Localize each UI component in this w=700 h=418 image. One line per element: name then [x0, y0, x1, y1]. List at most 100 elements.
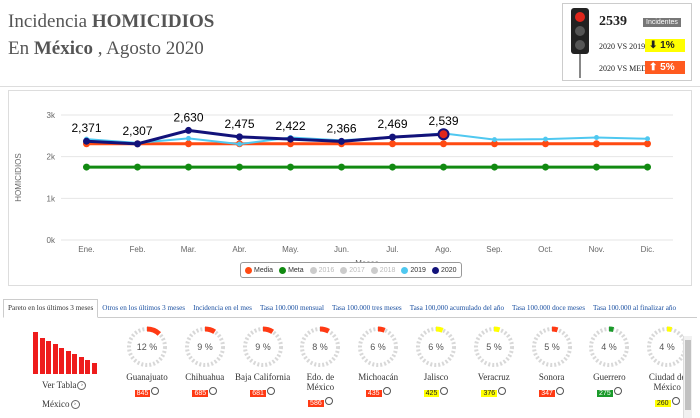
legend-item-meta[interactable]: Meta — [279, 266, 304, 274]
arrow-down-icon: ⬇ — [649, 40, 658, 51]
data-label-2020: 2,539 — [428, 114, 458, 128]
data-point-2019[interactable] — [492, 137, 497, 143]
kpi-panel: 2539 Incidentes 2020 VS 2019 ⬇ 1% 2020 V… — [562, 3, 692, 81]
data-point-meta[interactable] — [134, 163, 141, 171]
detail-circle-icon[interactable] — [555, 387, 564, 396]
data-point-media[interactable] — [542, 140, 549, 148]
legend-item-2019[interactable]: 2019 — [401, 266, 426, 274]
y-tick-label: 1k — [47, 194, 56, 203]
tab-3[interactable]: Tasa 100.000 mensual — [259, 304, 324, 312]
pareto-bar — [52, 344, 58, 374]
x-tick-label: Abr. — [232, 245, 246, 254]
tab-5[interactable]: Tasa 100,000 acumulado del año — [409, 304, 505, 312]
data-point-meta[interactable] — [644, 163, 651, 171]
legend-item-media[interactable]: Media — [245, 266, 273, 274]
panel-scrollbar[interactable] — [683, 336, 692, 418]
data-point-media[interactable] — [389, 140, 396, 148]
donut-percent: 5 % — [544, 342, 560, 352]
state-count: 586 — [308, 400, 324, 407]
tab-6[interactable]: Tasa 100.000 doce meses — [512, 304, 585, 312]
data-point-2020[interactable] — [389, 133, 396, 141]
kpi-badge: Incidentes — [643, 18, 681, 27]
state-count-row: 685 — [177, 382, 233, 400]
state-card[interactable]: 8 % Edo. de México 586 — [292, 324, 348, 410]
state-card[interactable]: 4 % Guerrero 275 — [581, 324, 637, 400]
detail-circle-icon[interactable] — [209, 387, 218, 396]
data-point-2020[interactable] — [185, 126, 192, 134]
tab-7[interactable]: Tasa 100.000 al finalizar año — [593, 304, 677, 312]
tab-0[interactable]: Pareto en los últimos 3 meses — [3, 299, 99, 318]
data-point-meta[interactable] — [440, 163, 447, 171]
data-point-2019[interactable] — [186, 135, 191, 141]
state-card[interactable]: 6 % Jalisco 425 — [408, 324, 464, 400]
data-point-2019[interactable] — [543, 136, 548, 142]
data-point-meta[interactable] — [236, 163, 243, 171]
legend-marker-icon — [309, 266, 317, 274]
tab-1[interactable]: Otros en los últimos 3 meses — [102, 304, 186, 312]
tab-2[interactable]: Incidencia en el mes — [193, 304, 252, 312]
data-point-media[interactable] — [185, 140, 192, 148]
data-point-meta[interactable] — [185, 163, 192, 171]
ver-tabla-link[interactable]: Ver Tabla › — [42, 380, 87, 391]
detail-circle-icon[interactable] — [671, 397, 680, 406]
data-point-meta[interactable] — [491, 163, 498, 171]
data-point-meta[interactable] — [542, 163, 549, 171]
x-tick-label: Mar. — [181, 245, 197, 254]
state-card[interactable]: 9 % Chihuahua 685 — [177, 324, 233, 400]
mexico-link[interactable]: México › — [42, 399, 80, 410]
title-prefix: Incidencia — [8, 11, 92, 32]
state-count: 685 — [192, 390, 209, 397]
ver-tabla-label: Ver Tabla — [42, 380, 77, 390]
donut-arc — [415, 326, 457, 368]
detail-circle-icon[interactable] — [382, 387, 391, 396]
x-tick-label: Sep. — [486, 245, 502, 254]
state-name: Edo. de México — [306, 372, 335, 392]
info-circle-icon: › — [70, 400, 80, 410]
data-point-meta[interactable] — [389, 163, 396, 171]
legend-label: Meta — [288, 266, 304, 274]
data-point-2019[interactable] — [645, 136, 650, 142]
data-point-meta[interactable] — [593, 163, 600, 171]
donut-percent: 4 % — [659, 342, 675, 352]
chart-container: 0k 1k 2k 3k Ene. Feb. Mar. Abr. May. Jun. Jul. Ago.… — [8, 90, 692, 286]
state-card[interactable]: 9 % Baja California 681 — [235, 324, 291, 400]
detail-circle-icon[interactable] — [440, 387, 449, 396]
state-card[interactable]: 6 % Michoacán 435 — [350, 324, 406, 400]
legend-item-2018[interactable]: 2018 — [370, 266, 395, 274]
state-count-row: 845 — [119, 382, 175, 400]
data-point-meta[interactable] — [287, 163, 294, 171]
tab-4[interactable]: Tasa 100.000 tres meses — [331, 304, 402, 312]
data-point-meta[interactable] — [83, 163, 90, 171]
scrollbar-thumb[interactable] — [685, 340, 691, 410]
legend-item-2016[interactable]: 2016 — [309, 266, 334, 274]
data-point-2020[interactable] — [236, 133, 243, 141]
data-point-2020[interactable] — [338, 137, 345, 145]
data-point-media[interactable] — [440, 140, 447, 148]
percent-donut: 9 % — [242, 326, 284, 368]
donut-arc — [473, 326, 515, 368]
detail-circle-icon[interactable] — [498, 387, 507, 396]
data-point-media[interactable] — [491, 140, 498, 148]
detail-circle-icon[interactable] — [266, 387, 275, 396]
state-card[interactable]: 5 % Sonora 347 — [524, 324, 580, 400]
state-card[interactable]: 12 % Guanajuato 845 — [119, 324, 175, 400]
detail-circle-icon[interactable] — [151, 387, 160, 396]
detail-circle-icon[interactable] — [613, 387, 622, 396]
data-point-media[interactable] — [644, 140, 651, 148]
data-point-2020[interactable] — [287, 135, 294, 143]
legend-item-2020[interactable]: 2020 — [431, 266, 457, 274]
donut-percent: 6 % — [428, 342, 444, 352]
x-tick-label: Feb. — [129, 245, 145, 254]
percent-donut: 6 % — [415, 326, 457, 368]
state-name: Ciudad de México — [648, 372, 686, 392]
data-point-media[interactable] — [593, 140, 600, 148]
legend-item-2017[interactable]: 2017 — [340, 266, 365, 274]
data-point-2019[interactable] — [594, 135, 599, 140]
data-point-meta[interactable] — [338, 163, 345, 171]
state-card[interactable]: 5 % Veracruz 376 — [466, 324, 522, 400]
data-point-2020[interactable] — [83, 137, 90, 145]
detail-circle-icon[interactable] — [324, 397, 333, 406]
data-point-2019[interactable] — [237, 141, 242, 147]
data-point-2020[interactable] — [437, 128, 450, 141]
data-point-2020[interactable] — [134, 140, 141, 148]
